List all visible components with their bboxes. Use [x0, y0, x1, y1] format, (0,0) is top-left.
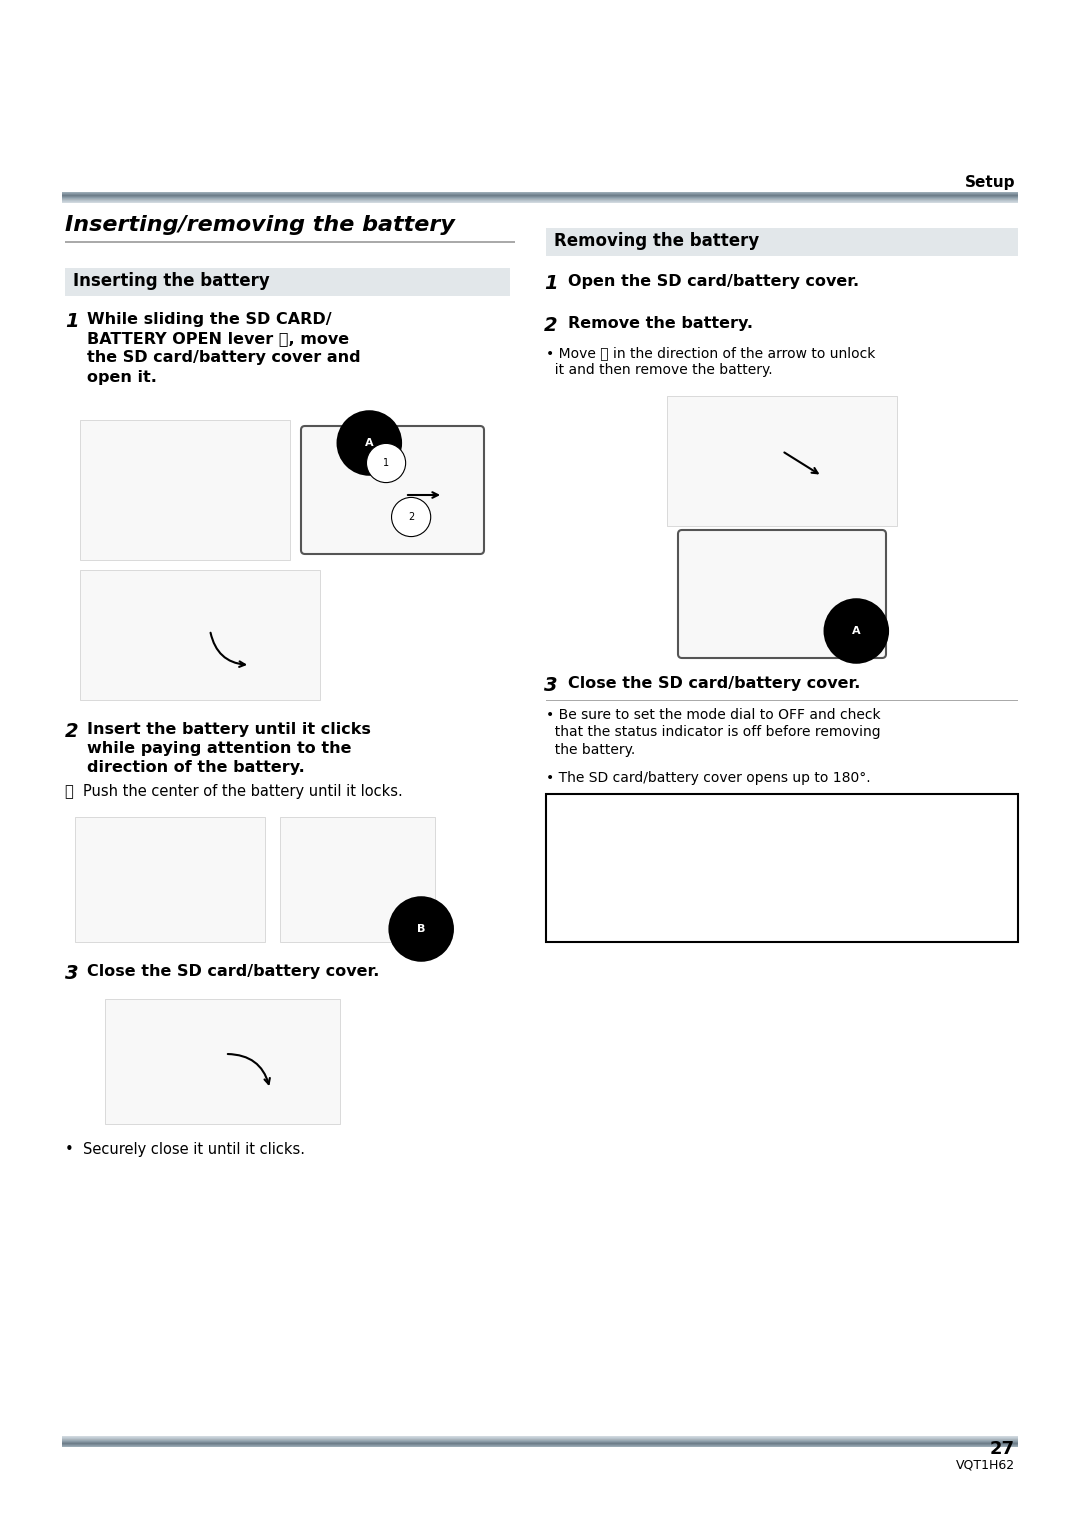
Text: Removing the battery: Removing the battery: [554, 232, 759, 251]
FancyBboxPatch shape: [678, 530, 886, 659]
Text: Remove the battery.: Remove the battery.: [568, 316, 753, 332]
Text: VQT1H62: VQT1H62: [956, 1458, 1015, 1471]
Text: A: A: [365, 439, 374, 448]
FancyBboxPatch shape: [301, 426, 484, 555]
Text: • The SD card/battery cover opens up to 180°.: • The SD card/battery cover opens up to …: [546, 772, 870, 785]
Text: Setup: Setup: [964, 176, 1015, 189]
Bar: [65, 267, 510, 296]
Bar: [280, 817, 435, 941]
Text: 2: 2: [544, 316, 557, 335]
Text: • Move Ⓐ in the direction of the arrow to unlock
  it and then remove the batter: • Move Ⓐ in the direction of the arrow t…: [546, 345, 876, 377]
Text: 3: 3: [544, 675, 557, 695]
Bar: [80, 420, 291, 559]
Text: CAUTION: CAUTION: [554, 802, 631, 817]
Text: Danger of explosion if battery is incorrectly
replaced. Replace only with the sa: Danger of explosion if battery is incorr…: [554, 824, 856, 903]
Bar: [75, 817, 265, 941]
Text: 1: 1: [383, 458, 389, 468]
Bar: [65, 241, 515, 243]
Text: Ⓑ  Push the center of the battery until it locks.: Ⓑ Push the center of the battery until i…: [65, 784, 403, 799]
Text: Open the SD card/battery cover.: Open the SD card/battery cover.: [568, 274, 859, 289]
Text: 1: 1: [65, 312, 79, 332]
Text: Close the SD card/battery cover.: Close the SD card/battery cover.: [87, 964, 379, 979]
Text: 2: 2: [408, 512, 415, 523]
Text: Inserting the battery: Inserting the battery: [73, 272, 270, 290]
Text: While sliding the SD CARD/
BATTERY OPEN lever Ⓐ, move
the SD card/battery cover : While sliding the SD CARD/ BATTERY OPEN …: [87, 312, 361, 385]
Bar: [546, 228, 1018, 257]
Text: A: A: [852, 626, 861, 636]
Text: 2: 2: [65, 723, 79, 741]
Text: 3: 3: [65, 964, 79, 983]
Text: Inserting/removing the battery: Inserting/removing the battery: [65, 215, 455, 235]
Bar: [105, 999, 340, 1125]
Text: 1: 1: [544, 274, 557, 293]
Bar: [667, 396, 897, 526]
Bar: [546, 795, 1018, 941]
Text: • Be sure to set the mode dial to OFF and check
  that the status indicator is o: • Be sure to set the mode dial to OFF an…: [546, 707, 880, 756]
Text: B: B: [417, 924, 426, 934]
Text: •  Securely close it until it clicks.: • Securely close it until it clicks.: [65, 1141, 305, 1157]
Text: Insert the battery until it clicks
while paying attention to the
direction of th: Insert the battery until it clicks while…: [87, 723, 370, 775]
Text: Close the SD card/battery cover.: Close the SD card/battery cover.: [568, 675, 861, 691]
Bar: [80, 570, 320, 700]
Text: 27: 27: [990, 1439, 1015, 1458]
